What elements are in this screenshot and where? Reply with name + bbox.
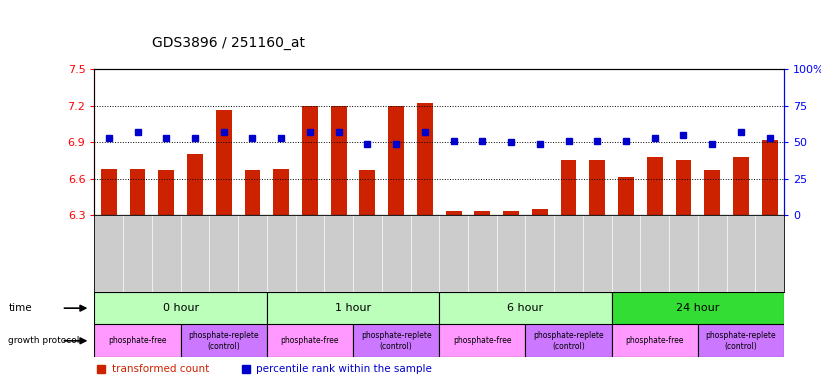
Bar (245, 170, 260, 215)
Text: 1 hour: 1 hour (335, 303, 371, 313)
Text: phosphate-replete
(control): phosphate-replete (control) (188, 331, 259, 351)
Text: phosphate-free: phosphate-free (453, 336, 511, 345)
Text: transformed count: transformed count (112, 364, 209, 374)
Bar (94, 292, 267, 324)
Bar (475, 211, 490, 215)
Bar (94, 324, 181, 357)
Text: 6 hour: 6 hour (507, 303, 544, 313)
Text: GDS3896 / 251160_at: GDS3896 / 251160_at (152, 36, 305, 50)
Bar (733, 157, 749, 215)
Bar (647, 157, 663, 215)
Bar (503, 211, 519, 215)
Bar (331, 106, 346, 215)
Bar (417, 103, 433, 215)
Bar (267, 324, 353, 357)
Text: phosphate-free: phosphate-free (626, 336, 684, 345)
Bar (353, 324, 439, 357)
Text: phosphate-replete
(control): phosphate-replete (control) (533, 331, 604, 351)
Bar (698, 324, 784, 357)
Bar (762, 140, 777, 215)
Bar (388, 106, 404, 215)
Bar (216, 111, 232, 215)
Bar (612, 292, 784, 324)
Bar (676, 161, 691, 215)
Text: percentile rank within the sample: percentile rank within the sample (256, 364, 433, 374)
Bar (612, 324, 698, 357)
Bar (618, 177, 634, 215)
Text: phosphate-replete
(control): phosphate-replete (control) (360, 331, 432, 351)
Bar (158, 170, 174, 215)
Bar (130, 169, 145, 215)
Bar (302, 106, 318, 215)
Bar (589, 161, 605, 215)
Bar (439, 292, 612, 324)
Bar (273, 169, 289, 215)
Bar (525, 324, 612, 357)
Bar (181, 324, 267, 357)
Text: phosphate-replete
(control): phosphate-replete (control) (705, 331, 777, 351)
Bar (561, 161, 576, 215)
Bar (267, 292, 439, 324)
Bar (101, 169, 117, 215)
Text: time: time (8, 303, 32, 313)
Bar (187, 154, 203, 215)
Bar (446, 211, 461, 215)
Text: 0 hour: 0 hour (163, 303, 199, 313)
Bar (360, 170, 375, 215)
Text: 24 hour: 24 hour (677, 303, 719, 313)
Bar (439, 324, 525, 357)
Bar (532, 209, 548, 215)
Text: phosphate-free: phosphate-free (281, 336, 339, 345)
Bar (704, 170, 720, 215)
Text: phosphate-free: phosphate-free (108, 336, 167, 345)
Text: growth protocol: growth protocol (8, 336, 80, 345)
